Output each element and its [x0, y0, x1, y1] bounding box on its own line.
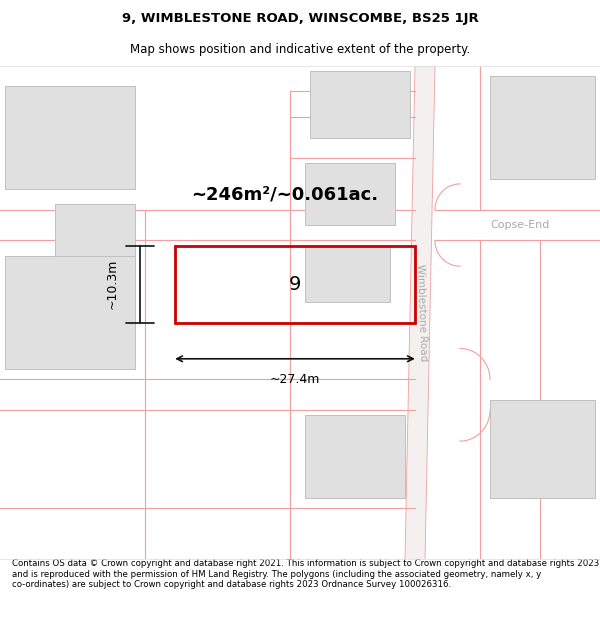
Text: Contains OS data © Crown copyright and database right 2021. This information is : Contains OS data © Crown copyright and d…	[12, 559, 599, 589]
Bar	[5, 86, 135, 189]
Text: 9, WIMBLESTONE ROAD, WINSCOMBE, BS25 1JR: 9, WIMBLESTONE ROAD, WINSCOMBE, BS25 1JR	[122, 12, 478, 25]
Text: ~10.3m: ~10.3m	[106, 259, 119, 309]
Text: ~27.4m: ~27.4m	[270, 373, 320, 386]
Text: Copse-End: Copse-End	[490, 220, 550, 230]
Bar	[55, 204, 135, 276]
Bar	[310, 71, 410, 138]
Bar	[490, 400, 595, 498]
Text: 9: 9	[289, 275, 301, 294]
Text: Map shows position and indicative extent of the property.: Map shows position and indicative extent…	[130, 42, 470, 56]
Bar	[5, 256, 135, 369]
Bar	[175, 246, 415, 322]
Text: ~246m²/~0.061ac.: ~246m²/~0.061ac.	[191, 185, 379, 203]
Polygon shape	[405, 66, 435, 559]
Text: Wimblestone Road: Wimblestone Road	[415, 264, 428, 361]
Bar	[305, 246, 390, 302]
Bar	[305, 163, 395, 225]
Bar	[490, 76, 595, 179]
Bar	[305, 416, 405, 498]
